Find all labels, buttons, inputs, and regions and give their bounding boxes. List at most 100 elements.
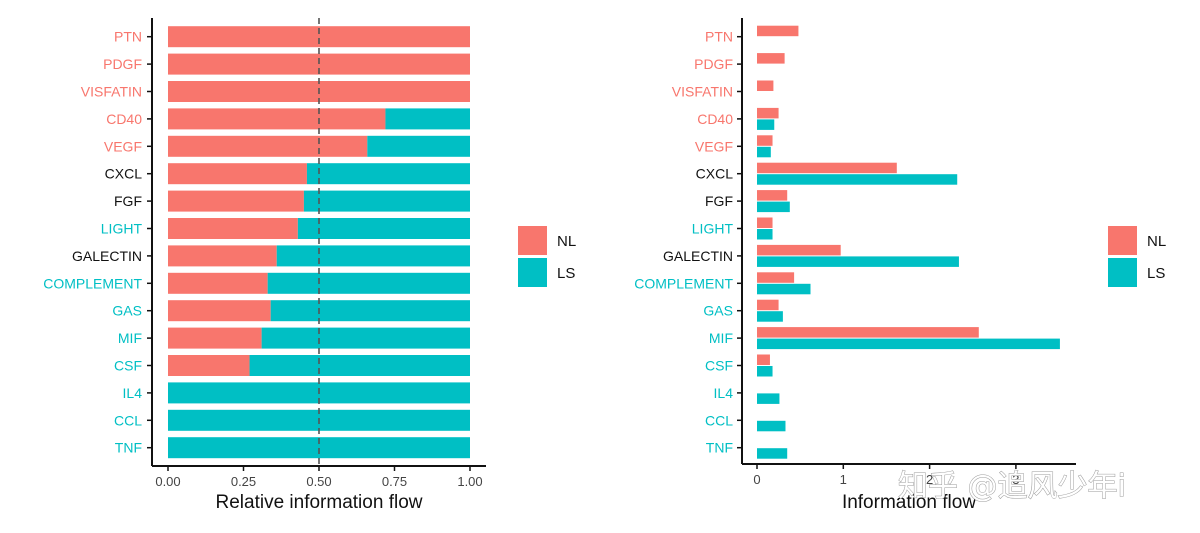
y-tick-label-rel: CD40	[106, 111, 142, 127]
bar-rel-pdgf-nl	[168, 53, 470, 75]
bar-rel-gas-nl	[168, 300, 271, 322]
bar-rel-light-ls	[297, 218, 470, 239]
y-tick-label-rel: GALECTIN	[72, 248, 142, 264]
y-tick-label-abs: GAS	[703, 303, 733, 319]
bar-abs-vegf-ls	[757, 146, 771, 158]
y-tick-label-rel: COMPLEMENT	[43, 275, 142, 291]
legend-left: NL LS	[518, 226, 576, 287]
y-tick-label-abs: LIGHT	[692, 221, 734, 237]
legend-swatch-nl	[1108, 226, 1137, 255]
bar-rel-tnf-ls	[168, 437, 470, 459]
bar-rel-complement-nl	[168, 272, 268, 294]
bar-abs-vegf-nl	[757, 135, 773, 146]
y-tick-label-rel: VISFATIN	[81, 84, 142, 100]
bar-rel-cd40-ls	[385, 108, 470, 130]
bar-rel-complement-ls	[267, 272, 470, 294]
y-tick-label-abs: CD40	[697, 111, 733, 127]
x-tick-label-rel: 0.25	[231, 474, 256, 489]
bar-abs-gas-ls	[757, 311, 783, 322]
watermark-text: 知乎 @追风少年i	[898, 469, 1126, 504]
bar-rel-ptn-nl	[168, 26, 470, 48]
y-tick-label-abs: CXCL	[696, 166, 734, 182]
bar-abs-mif-ls	[757, 338, 1060, 350]
y-tick-label-rel: VEGF	[104, 138, 142, 154]
y-tick-label-abs: GALECTIN	[663, 248, 733, 264]
bar-rel-gas-ls	[270, 300, 470, 322]
bar-rel-mif-nl	[168, 327, 262, 349]
y-tick-label-rel: CSF	[114, 358, 142, 374]
bar-abs-csf-nl	[757, 354, 770, 365]
bar-abs-cxcl-ls	[757, 174, 958, 185]
legend-right: NL LS	[1108, 226, 1166, 287]
bar-abs-light-ls	[757, 229, 773, 240]
bar-abs-ccl-ls	[757, 420, 786, 432]
bar-rel-mif-ls	[261, 327, 470, 349]
bar-abs-fgf-nl	[757, 190, 788, 201]
legend-label-nl: NL	[1147, 233, 1166, 250]
y-tick-label-abs: PDGF	[694, 56, 733, 72]
y-tick-label-rel: CXCL	[105, 166, 143, 182]
bar-rel-fgf-ls	[303, 190, 470, 212]
relative-flow-chart: PTN PDGF VISFATIN CD40 VEGF CXCL FGF LIGHT GALEC…	[43, 18, 576, 513]
legend-swatch-nl	[518, 226, 547, 255]
bar-rel-vegf-nl	[168, 135, 368, 157]
bar-rel-csf-nl	[168, 355, 250, 376]
bar-abs-cd40-ls	[757, 119, 775, 130]
y-tick-label-rel: TNF	[115, 440, 142, 456]
bar-rel-cxcl-nl	[168, 163, 307, 185]
y-tick-label-rel: PTN	[114, 29, 142, 45]
y-tick-label-abs: VEGF	[695, 138, 733, 154]
y-tick-label-abs: IL4	[714, 385, 734, 401]
bar-abs-ptn-nl	[757, 25, 799, 37]
absolute-flow-chart: PTN PDGF VISFATIN CD40 VEGF CXCL FGF LIGHT GALEC…	[634, 18, 1166, 513]
legend-label-ls: LS	[1147, 265, 1165, 282]
y-tick-label-abs: CCL	[705, 412, 733, 428]
bar-abs-gas-nl	[757, 299, 779, 311]
x-tick-label-rel: 0.50	[306, 474, 331, 489]
y-tick-label-rel: IL4	[123, 385, 143, 401]
y-tick-label-abs: PTN	[705, 29, 733, 45]
bar-abs-galectin-ls	[757, 256, 959, 267]
y-tick-label-rel: PDGF	[103, 56, 142, 72]
bar-abs-complement-ls	[757, 283, 811, 295]
x-tick-label-abs: 0	[753, 472, 760, 487]
x-axis-title-absolute: Information flow	[842, 492, 976, 513]
legend-swatch-ls	[1108, 258, 1137, 287]
y-tick-label-abs: CSF	[705, 358, 733, 374]
y-tick-label-abs: TNF	[706, 440, 733, 456]
bar-abs-cxcl-nl	[757, 162, 897, 174]
y-tick-label-rel: GAS	[112, 303, 142, 319]
bar-rel-csf-ls	[249, 355, 470, 376]
y-tick-label-rel: LIGHT	[101, 221, 143, 237]
bar-abs-fgf-ls	[757, 201, 790, 213]
bar-rel-cxcl-ls	[306, 163, 470, 185]
bar-abs-complement-nl	[757, 272, 795, 283]
x-tick-label-abs: 3	[1012, 472, 1019, 487]
x-tick-label-abs: 2	[926, 472, 933, 487]
y-tick-label-rel: FGF	[114, 193, 142, 209]
y-tick-label-abs: VISFATIN	[672, 84, 733, 100]
bar-abs-galectin-nl	[757, 244, 841, 256]
bar-abs-csf-ls	[757, 366, 773, 377]
x-tick-label-rel: 1.00	[457, 474, 482, 489]
bar-abs-tnf-ls	[757, 448, 788, 459]
x-tick-label-abs: 1	[840, 472, 847, 487]
bar-rel-vegf-ls	[367, 135, 470, 157]
y-tick-label-abs: COMPLEMENT	[634, 275, 733, 291]
legend-swatch-ls	[518, 258, 547, 287]
bar-abs-pdgf-nl	[757, 53, 785, 64]
bar-rel-cd40-nl	[168, 108, 386, 130]
y-tick-label-rel: MIF	[118, 330, 142, 346]
bar-abs-cd40-nl	[757, 107, 779, 119]
bar-rel-galectin-nl	[168, 245, 277, 267]
bar-abs-il4-ls	[757, 393, 780, 404]
y-tick-label-abs: MIF	[709, 330, 733, 346]
legend-label-ls: LS	[557, 265, 575, 282]
bar-rel-galectin-ls	[276, 245, 470, 267]
x-axis-title-relative: Relative information flow	[216, 492, 423, 513]
bar-rel-fgf-nl	[168, 190, 304, 212]
legend-label-nl: NL	[557, 233, 576, 250]
bar-abs-light-nl	[757, 217, 773, 228]
x-tick-label-rel: 0.75	[382, 474, 407, 489]
